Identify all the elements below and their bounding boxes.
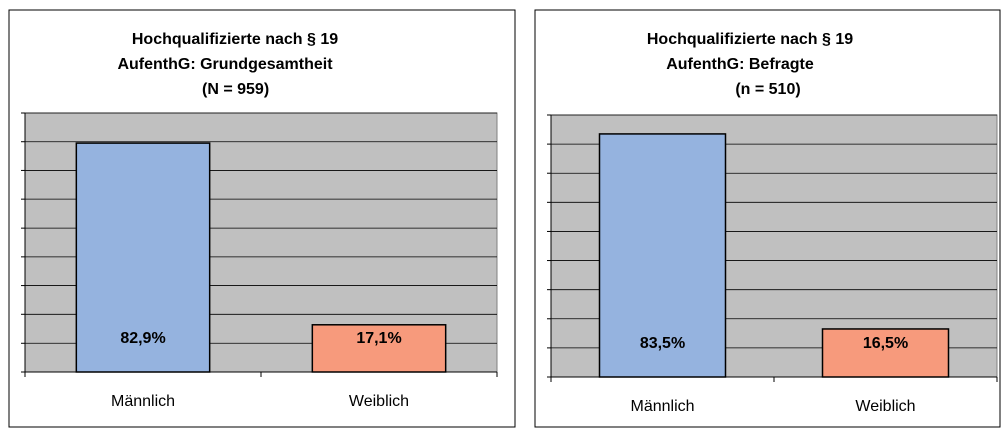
chart-title: (n = 510) <box>735 81 800 98</box>
bar <box>311 324 447 373</box>
x-tick-label: Männlich <box>111 393 175 410</box>
x-tick-label: Weiblich <box>855 398 915 415</box>
x-tick-label: Weiblich <box>349 393 409 410</box>
chart-title: AufenthG: Grundgesamtheit <box>117 56 333 73</box>
chart-title: (N = 959) <box>202 81 269 98</box>
value-label: 17,1% <box>356 330 401 347</box>
bar <box>598 133 727 378</box>
chart-title: AufenthG: Befragte <box>666 56 814 73</box>
value-label: 83,5% <box>640 335 685 352</box>
chart-title: Hochqualifizierte nach § 19 <box>647 31 853 48</box>
value-label: 16,5% <box>863 335 908 352</box>
bar <box>75 142 211 373</box>
value-label: 82,9% <box>120 330 165 347</box>
x-tick-label: Männlich <box>630 398 694 415</box>
bar <box>821 328 950 378</box>
chart-title: Hochqualifizierte nach § 19 <box>132 31 338 48</box>
